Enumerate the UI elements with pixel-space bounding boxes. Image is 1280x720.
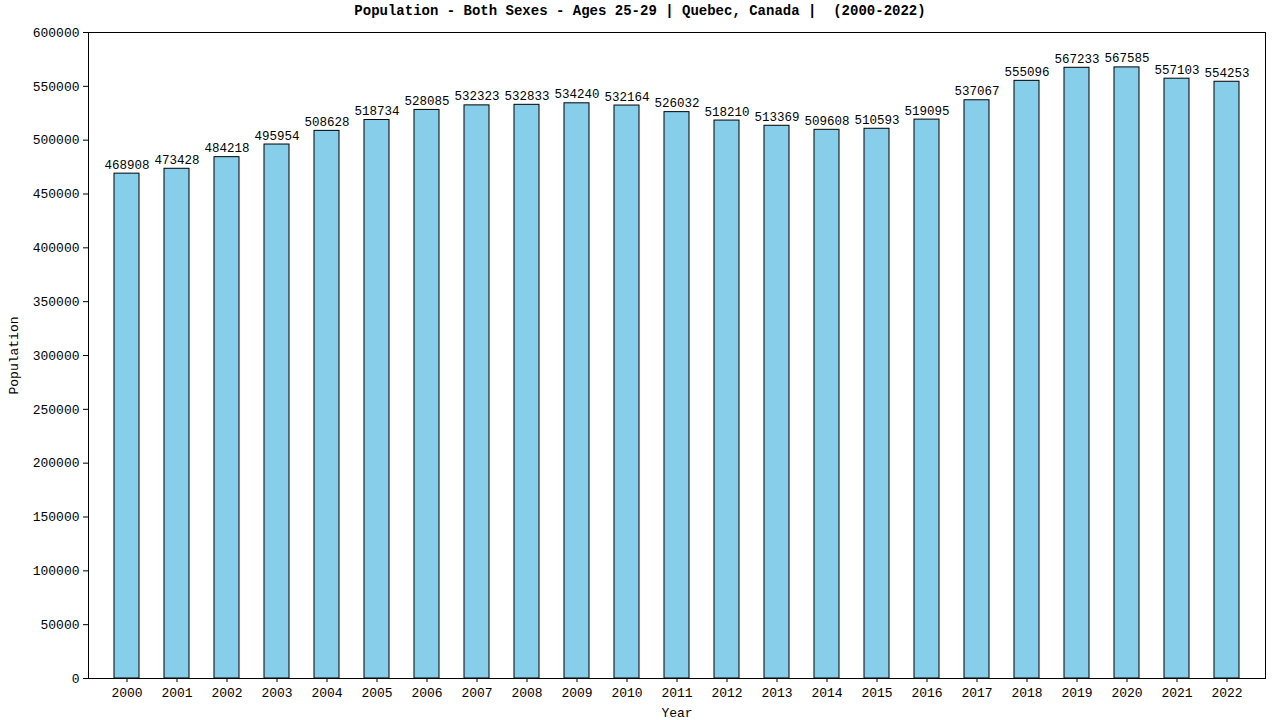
svg-text:518734: 518734 xyxy=(354,105,399,119)
svg-text:2003: 2003 xyxy=(261,686,292,701)
svg-text:2010: 2010 xyxy=(611,686,642,701)
svg-text:2011: 2011 xyxy=(661,686,692,701)
svg-text:526032: 526032 xyxy=(654,97,699,111)
svg-text:484218: 484218 xyxy=(204,142,249,156)
svg-text:509608: 509608 xyxy=(804,115,849,129)
svg-text:495954: 495954 xyxy=(254,130,299,144)
svg-text:Population: Population xyxy=(7,316,22,394)
svg-text:2002: 2002 xyxy=(211,686,242,701)
svg-text:2001: 2001 xyxy=(161,686,192,701)
svg-text:300000: 300000 xyxy=(33,349,80,364)
html-text:Population - Both Sexes - Ages: Population - Both Sexes - Ages 25-29 | Q… xyxy=(354,3,926,19)
svg-text:400000: 400000 xyxy=(33,241,80,256)
svg-text:510593: 510593 xyxy=(854,114,899,128)
svg-text:2018: 2018 xyxy=(1011,686,1042,701)
svg-text:450000: 450000 xyxy=(33,187,80,202)
svg-text:473428: 473428 xyxy=(154,154,199,168)
svg-text:2006: 2006 xyxy=(411,686,442,701)
svg-text:2016: 2016 xyxy=(911,686,942,701)
svg-text:250000: 250000 xyxy=(33,402,80,417)
svg-text:500000: 500000 xyxy=(33,133,80,148)
svg-text:2019: 2019 xyxy=(1061,686,1092,701)
svg-text:2005: 2005 xyxy=(361,686,392,701)
svg-text:537067: 537067 xyxy=(954,85,999,99)
svg-text:2014: 2014 xyxy=(811,686,842,701)
svg-text:567233: 567233 xyxy=(1054,53,1099,67)
svg-text:555096: 555096 xyxy=(1004,66,1049,80)
svg-text:2021: 2021 xyxy=(1161,686,1192,701)
svg-text:50000: 50000 xyxy=(40,618,79,633)
svg-text:532164: 532164 xyxy=(604,91,649,105)
svg-text:468908: 468908 xyxy=(104,159,149,173)
svg-text:528085: 528085 xyxy=(404,95,449,109)
svg-text:2009: 2009 xyxy=(561,686,592,701)
svg-text:150000: 150000 xyxy=(33,510,80,525)
svg-text:534240: 534240 xyxy=(554,88,599,102)
svg-text:100000: 100000 xyxy=(33,564,80,579)
svg-text:2004: 2004 xyxy=(311,686,342,701)
svg-text:508628: 508628 xyxy=(304,116,349,130)
svg-text:2000: 2000 xyxy=(111,686,142,701)
svg-text:2007: 2007 xyxy=(461,686,492,701)
svg-text:532833: 532833 xyxy=(504,90,549,104)
svg-text:518210: 518210 xyxy=(704,106,749,120)
svg-text:0: 0 xyxy=(72,672,80,687)
svg-text:Year: Year xyxy=(661,706,692,720)
svg-text:350000: 350000 xyxy=(33,295,80,310)
svg-text:532323: 532323 xyxy=(454,90,499,104)
svg-text:2008: 2008 xyxy=(511,686,542,701)
svg-text:600000: 600000 xyxy=(33,26,80,41)
svg-text:2017: 2017 xyxy=(961,686,992,701)
svg-text:2013: 2013 xyxy=(761,686,792,701)
svg-text:567585: 567585 xyxy=(1104,52,1149,66)
svg-text:554253: 554253 xyxy=(1204,67,1249,81)
svg-text:2020: 2020 xyxy=(1111,686,1142,701)
svg-text:200000: 200000 xyxy=(33,456,80,471)
svg-text:2015: 2015 xyxy=(861,686,892,701)
svg-text:2022: 2022 xyxy=(1211,686,1242,701)
svg-text:557103: 557103 xyxy=(1154,64,1199,78)
svg-text:513369: 513369 xyxy=(754,111,799,125)
svg-text:2012: 2012 xyxy=(711,686,742,701)
svg-text:550000: 550000 xyxy=(33,79,80,94)
svg-text:519095: 519095 xyxy=(904,105,949,119)
